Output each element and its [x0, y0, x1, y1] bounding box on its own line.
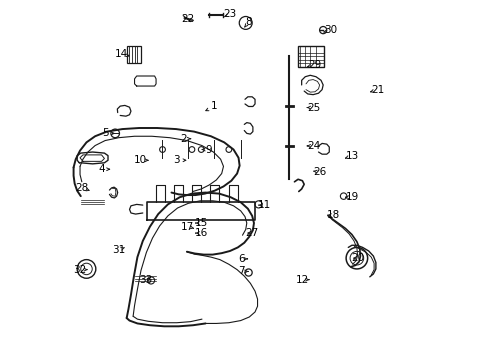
Text: 2: 2 [181, 134, 187, 144]
Text: 3: 3 [173, 155, 180, 165]
Text: 8: 8 [245, 17, 252, 27]
Text: 1: 1 [211, 102, 218, 112]
Text: 9: 9 [206, 144, 213, 154]
Text: 33: 33 [139, 275, 152, 285]
Text: 10: 10 [134, 155, 147, 165]
Text: 7: 7 [238, 266, 245, 276]
Text: 26: 26 [314, 167, 327, 177]
Text: 23: 23 [223, 9, 237, 19]
Text: 32: 32 [74, 265, 87, 275]
Text: 18: 18 [327, 210, 341, 220]
Text: 30: 30 [324, 25, 337, 35]
Text: 16: 16 [195, 228, 208, 238]
Text: 15: 15 [195, 218, 208, 228]
Text: 21: 21 [371, 85, 384, 95]
Text: 24: 24 [307, 141, 320, 151]
Text: 17: 17 [181, 222, 194, 231]
Text: 11: 11 [258, 200, 271, 210]
Text: 4: 4 [98, 164, 105, 174]
Text: 22: 22 [181, 14, 194, 24]
Text: 29: 29 [308, 59, 321, 69]
Bar [298, 46, 324, 67]
Text: 31: 31 [112, 245, 125, 255]
Text: 14: 14 [115, 49, 128, 59]
Text: 19: 19 [346, 192, 359, 202]
Text: 20: 20 [351, 253, 365, 263]
Text: 6: 6 [238, 254, 245, 264]
Text: 5: 5 [102, 129, 108, 138]
Text: 13: 13 [346, 150, 359, 161]
Bar [127, 46, 141, 63]
Text: 27: 27 [245, 228, 259, 238]
Text: 28: 28 [75, 183, 89, 193]
Text: 25: 25 [307, 103, 320, 113]
Text: 12: 12 [296, 275, 309, 285]
